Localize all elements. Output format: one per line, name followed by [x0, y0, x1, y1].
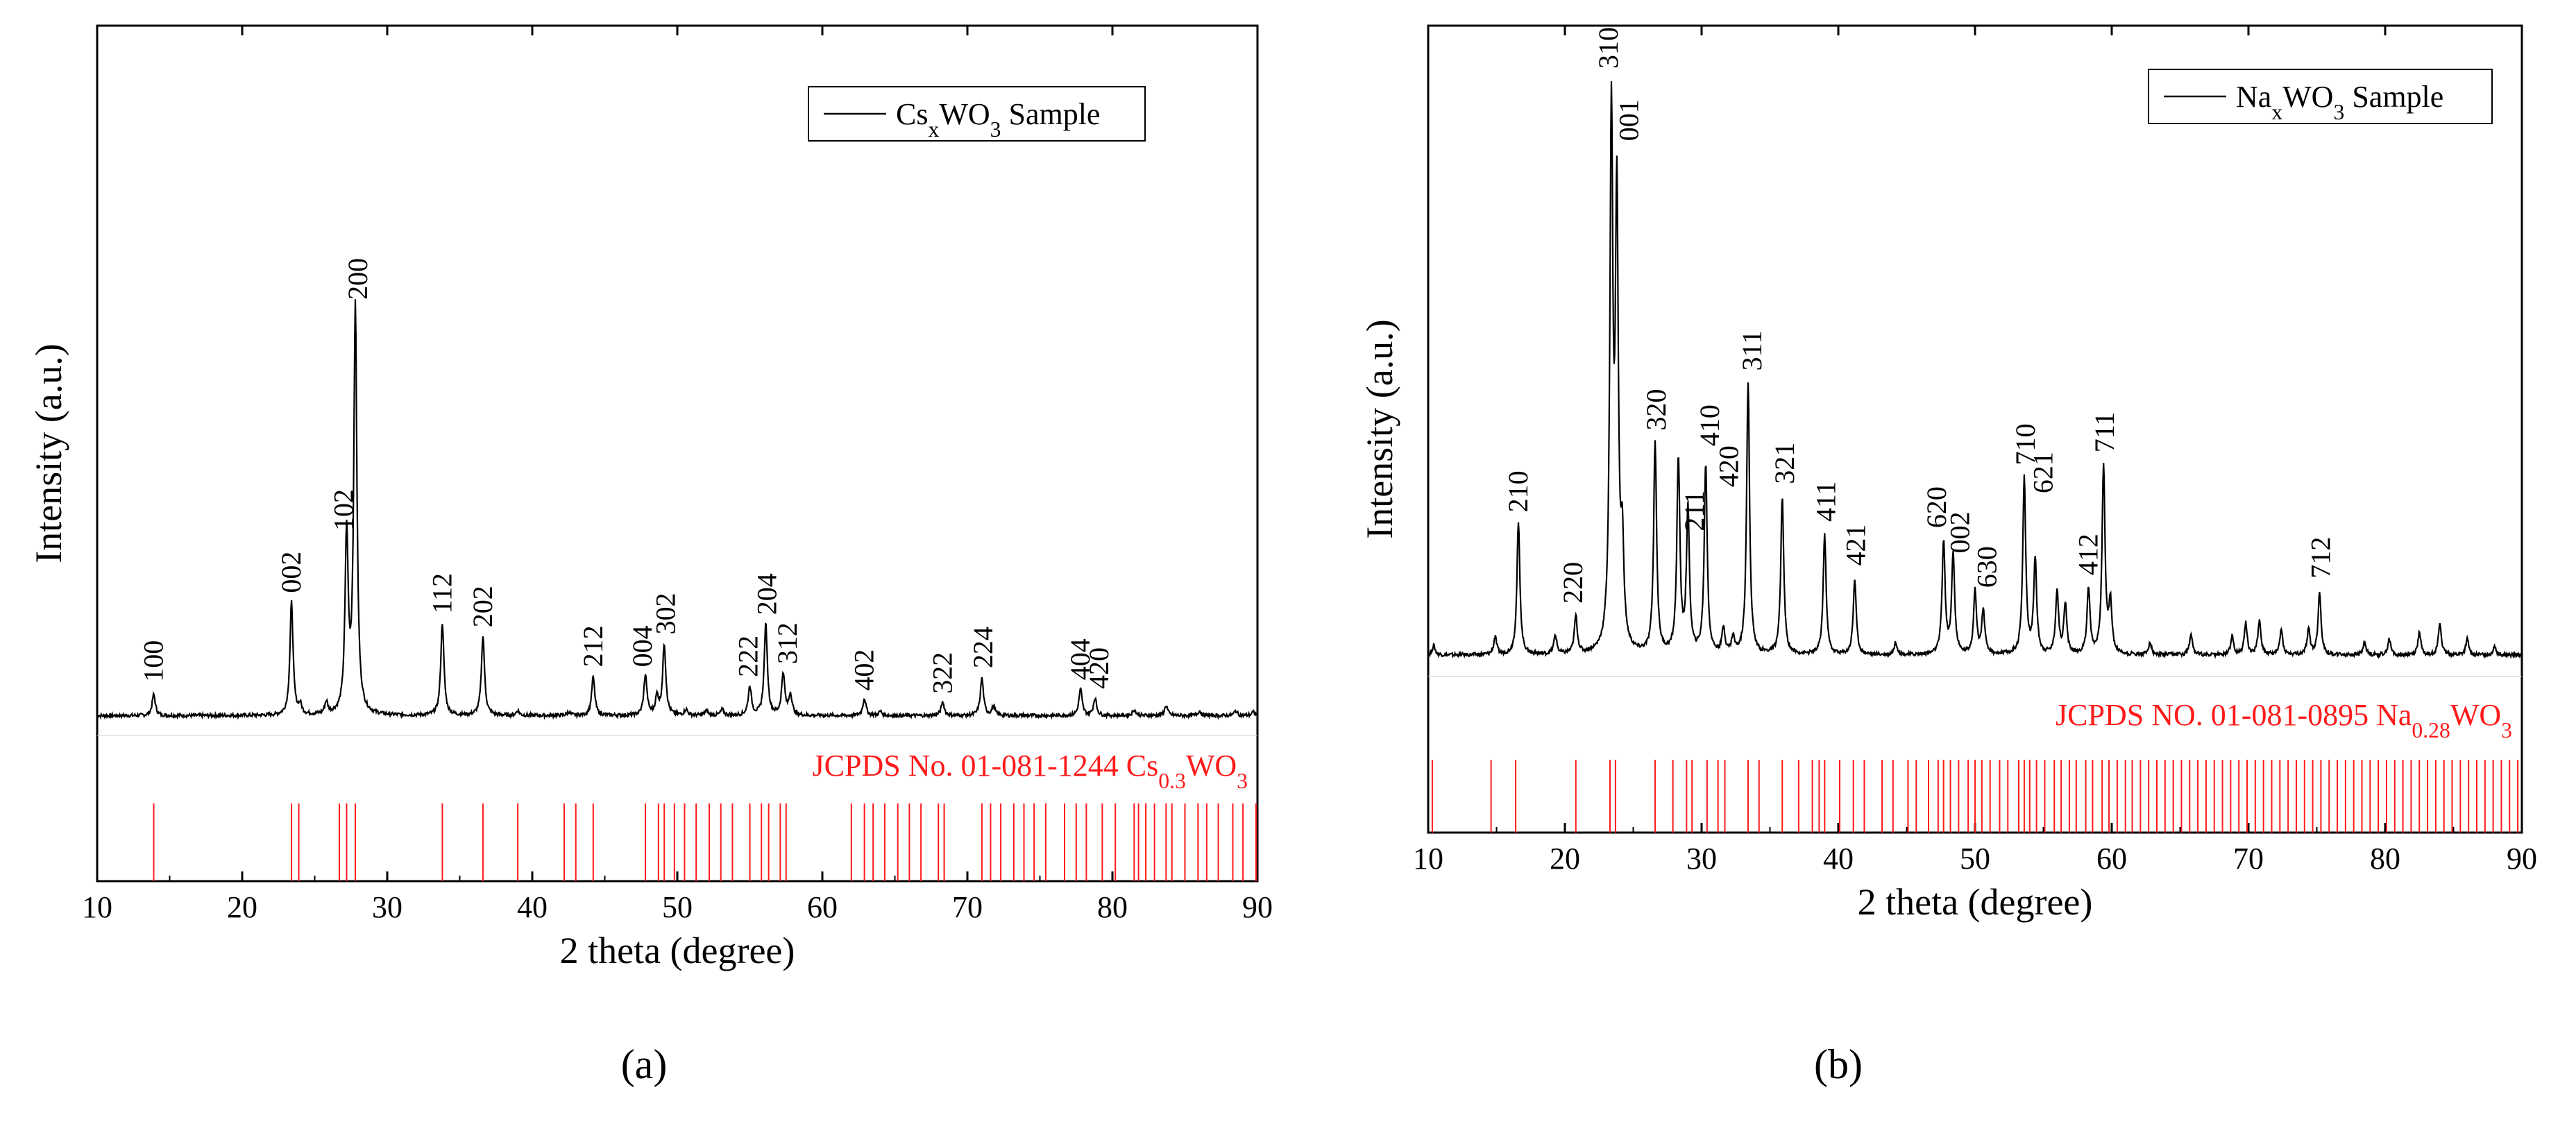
peak-index-label: 321	[1769, 443, 1800, 484]
peak-index-label: 302	[650, 593, 681, 634]
peak-index-label: 630	[1972, 546, 2003, 588]
peak-index-label: 212	[577, 625, 609, 667]
peak-index-label: 402	[849, 649, 880, 691]
peak-index-label: 322	[926, 652, 958, 694]
xrd-chart-b: 10 20 30 40 50 60 70 80 90 2 theta (degree) Intens…	[1359, 24, 2537, 923]
x-axis-title: 2 theta (degree)	[560, 930, 795, 971]
peak-index-label: 420	[1713, 445, 1744, 487]
peak-index-label: 202	[467, 586, 498, 627]
peak-index-label: 621	[2028, 452, 2059, 493]
peak-index-label: 320	[1641, 389, 1672, 430]
chart-panel-b: 10 20 30 40 50 60 70 80 90 2 theta (degree) Intens…	[1288, 0, 2576, 1124]
peak-index-label: 710	[2010, 423, 2041, 465]
peak-index-label: 210	[1502, 470, 1534, 512]
peak-index-label: 311	[1736, 330, 1768, 371]
peak-index-label: 222	[732, 636, 763, 677]
peak-index-label: 004	[627, 625, 658, 667]
x-tick-label: 80	[1097, 890, 1128, 924]
x-tick-label: 10	[1413, 842, 1443, 876]
xrd-chart-a: 10 20 30 40 50 60 70 80 90 2 theta (degree) Intens…	[28, 24, 1273, 971]
chart-panel-a: 10 20 30 40 50 60 70 80 90 2 theta (degree) Intens…	[28, 24, 1273, 1087]
legend-label: CsxWO3 Sample	[896, 97, 1100, 142]
reference-label: JCPDS No. 01-081-1244 Cs0.3WO3	[813, 749, 1248, 793]
x-tick-label: 40	[517, 890, 548, 924]
y-axis-title: Intensity (a.u.)	[1359, 319, 1400, 538]
x-tick-label: 30	[372, 890, 402, 924]
peak-index-label: 310	[1593, 27, 1624, 69]
peak-index-label: 200	[342, 258, 373, 300]
peak-index-label: 112	[426, 573, 457, 614]
peak-index-label: 002	[276, 552, 307, 593]
x-tick-label: 90	[2507, 842, 2537, 876]
x-tick-label: 30	[1686, 842, 1717, 876]
peak-index-label: 412	[2073, 534, 2104, 575]
y-axis-title: Intensity (a.u.)	[28, 343, 69, 563]
panel-label-a: (a)	[620, 1041, 668, 1087]
x-axis-title: 2 theta (degree)	[1858, 881, 2093, 923]
xrd-pattern-line	[96, 299, 1259, 720]
peak-index-label: 404	[1065, 638, 1096, 680]
x-tick-label: 50	[662, 890, 693, 924]
panel-label-b: (b)	[1814, 1041, 1863, 1087]
legend-label: NaxWO3 Sample	[2236, 80, 2443, 124]
peak-index-label: 420	[1083, 647, 1115, 689]
peak-index-label: 220	[1557, 562, 1588, 604]
x-tick-label: 70	[952, 890, 983, 924]
x-tick-label: 60	[807, 890, 838, 924]
peak-index-label: 312	[772, 622, 803, 664]
x-tick-label: 60	[2096, 842, 2127, 876]
x-tick-label: 80	[2370, 842, 2400, 876]
peak-index-label: 224	[967, 627, 999, 668]
peak-index-label: 712	[2305, 537, 2336, 579]
peak-index-label: 002	[1944, 511, 1975, 553]
peak-index-label: 211	[1679, 491, 1710, 531]
reference-label: JCPDS NO. 01-081-0895 Na0.28WO3	[2056, 698, 2512, 742]
x-tick-label: 20	[227, 890, 257, 924]
peak-index-label: 411	[1810, 481, 1841, 522]
peak-index-label: 100	[138, 640, 169, 682]
peak-index-label: 410	[1694, 405, 1725, 446]
peak-index-label: 620	[1921, 486, 1952, 528]
x-tick-label: 70	[2233, 842, 2264, 876]
peak-index-label: 001	[1613, 99, 1645, 141]
x-tick-label: 20	[1550, 842, 1580, 876]
peak-index-label: 711	[2089, 412, 2120, 453]
peak-index-label: 421	[1840, 524, 1872, 565]
x-tick-label: 40	[1823, 842, 1854, 876]
x-tick-label: 50	[1960, 842, 1990, 876]
peak-index-label: 204	[752, 573, 783, 615]
x-tick-label: 90	[1242, 890, 1273, 924]
xrd-pattern-line	[1427, 80, 2523, 660]
x-tick-label: 10	[82, 890, 112, 924]
peak-index-label: 102	[328, 489, 359, 531]
